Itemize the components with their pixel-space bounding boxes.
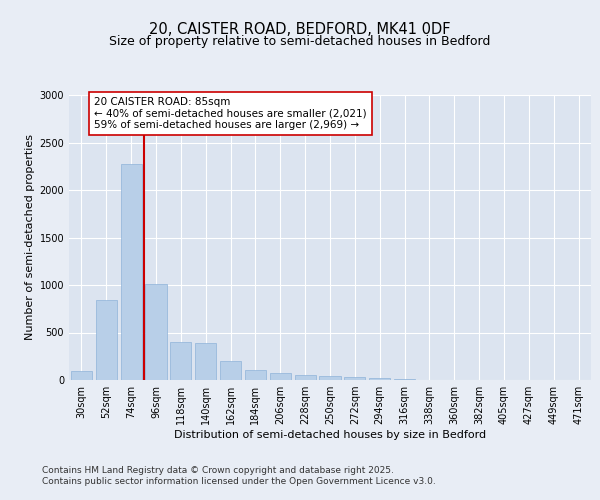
Bar (245, 370, 266, 380)
Bar (96, 300, 117, 380)
Y-axis label: Number of semi-detached properties: Number of semi-detached properties (25, 134, 35, 340)
Bar (369, 378, 390, 380)
Bar (270, 373, 291, 380)
Text: 20, CAISTER ROAD, BEDFORD, MK41 0DF: 20, CAISTER ROAD, BEDFORD, MK41 0DF (149, 22, 451, 38)
Text: Size of property relative to semi-detached houses in Bedford: Size of property relative to semi-detach… (109, 35, 491, 48)
Bar (394, 379, 415, 380)
Bar (121, 164, 142, 380)
Text: 20 CAISTER ROAD: 85sqm
← 40% of semi-detached houses are smaller (2,021)
59% of : 20 CAISTER ROAD: 85sqm ← 40% of semi-det… (94, 97, 367, 130)
Bar (145, 284, 167, 380)
Bar (170, 342, 191, 380)
Bar (71, 370, 92, 380)
Text: Contains public sector information licensed under the Open Government Licence v3: Contains public sector information licen… (42, 477, 436, 486)
Bar (319, 376, 341, 380)
Bar (344, 377, 365, 380)
Bar (220, 362, 241, 380)
Text: Contains HM Land Registry data © Crown copyright and database right 2025.: Contains HM Land Registry data © Crown c… (42, 466, 394, 475)
X-axis label: Distribution of semi-detached houses by size in Bedford: Distribution of semi-detached houses by … (174, 430, 486, 440)
Bar (295, 375, 316, 380)
Bar (195, 343, 216, 380)
